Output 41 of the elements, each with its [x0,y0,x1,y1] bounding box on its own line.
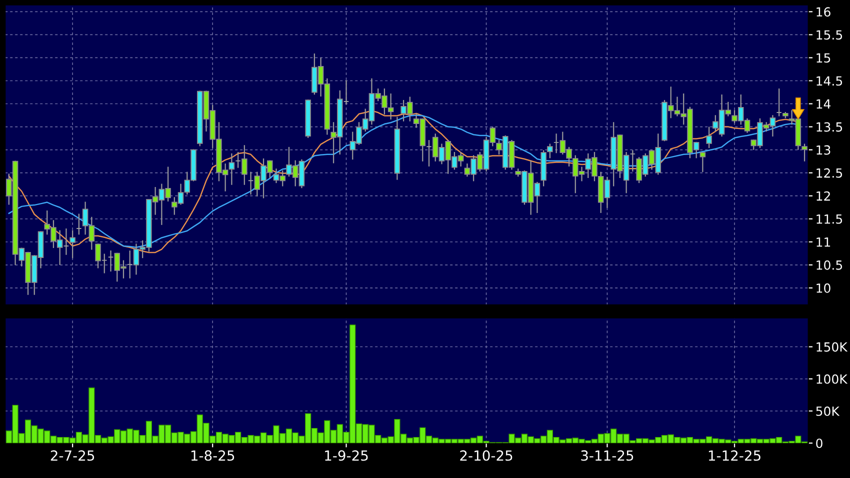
y-tick-label: 100K [816,374,848,384]
x-tick-label: 2-10-25 [460,450,512,461]
y-tick-label: 12 [816,191,830,201]
y-tick-label: 11.5 [816,214,842,224]
x-tick-label: 1-9-25 [325,450,368,461]
y-tick-label: 10 [816,283,830,293]
candlestick [63,228,70,255]
candlestick [706,126,712,148]
x-tick-label: 3-11-25 [581,450,634,461]
y-tick-label: 0 [816,438,822,448]
y-tick-label: 150K [816,342,848,352]
candlestick [76,214,82,235]
candlestick [553,134,560,154]
candlestick [70,230,76,258]
candlestick [776,88,782,116]
candlestick [248,172,254,195]
y-tick-label: 13.5 [816,122,842,132]
candlestick [126,250,133,278]
y-tick-label: 50K [816,406,840,416]
y-tick-label: 11 [816,238,830,247]
y-tick-label: 16 [816,7,830,17]
x-tick-label: 2-7-25 [50,450,94,461]
y-tick-label: 15 [816,53,830,63]
x-tick-label: 1-8-25 [191,450,234,461]
candlestick [108,250,114,272]
candlestick [343,80,350,104]
candlestick [228,153,235,185]
y-tick-label: 14 [816,99,830,109]
candlestick [235,152,241,168]
candlestick [102,254,108,274]
y-tick-label: 10.5 [816,260,842,270]
candlestick [426,140,432,166]
candlestick [802,144,808,162]
y-tick-label: 14.5 [816,76,842,86]
y-tick-label: 13 [816,145,830,155]
y-tick-label: 15.5 [816,30,842,40]
candlestick [700,152,706,172]
y-tick-label: 12.5 [816,168,842,178]
x-tick-label: 1-12-25 [708,450,760,461]
candlestick [547,144,553,158]
candlestick [630,150,636,172]
